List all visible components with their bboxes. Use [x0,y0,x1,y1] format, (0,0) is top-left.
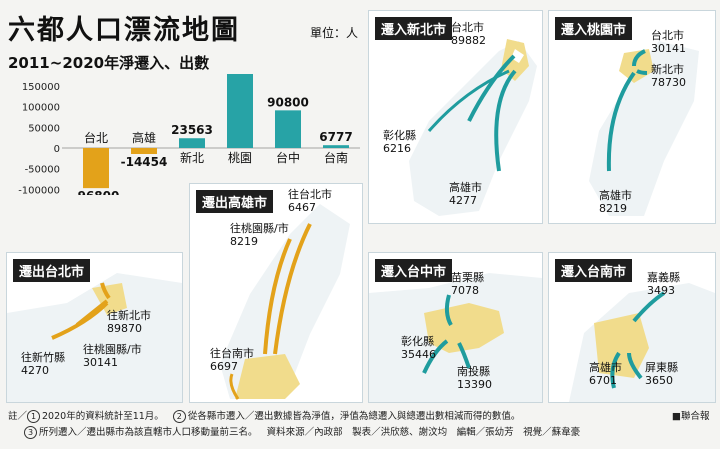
footer-note-line2: 3 所列遷入／遷出縣市為該直轄市人口移動量前三名。 資料來源／內政部 製表／洪欣慈… [24,424,580,439]
category-label: 高雄 [132,130,156,145]
page-title: 六都人口漂流地圖 [8,15,240,46]
kaohsiung-map [220,204,350,400]
panel-in-taichung: 遷入台中市 苗栗縣 7078 彰化縣 35446 南投縣 13390 [368,252,543,403]
category-label: 台北 [84,130,108,145]
panel-title: 遷入新北市 [375,17,453,40]
panel-out-kaohsiung: 遷出高雄市 往台北市 6467 往桃園縣/市 8219 往台南市 6697 [189,183,363,403]
region-shape [7,273,182,402]
destination-label: 往新北市 89870 [107,309,151,335]
taipei-map [7,273,182,402]
unit-label: 單位：人 [310,26,359,40]
bar [323,145,349,148]
bar [131,148,157,154]
arrow-to-taoyuan [263,238,292,355]
arrow-to-newtaipei [100,282,111,300]
destination-label: 往新竹縣 4270 [21,351,65,377]
value-label: -96800 [73,189,120,195]
destination-label: 往桃園縣/市 8219 [230,222,289,248]
panel-title: 遷入桃園市 [555,17,633,40]
arrow-from-chiayi [632,291,666,323]
arrow-from-kaohsiung [606,71,636,172]
taiwan-island-shape [589,41,699,216]
tainan-map [569,283,715,402]
arrow-from-miaoli [444,294,453,327]
panel-title: 遷出台北市 [13,259,91,282]
arrow-to-taipei [273,223,312,355]
taichung-highlight [424,303,504,353]
arrow-from-changhua [422,339,449,374]
destination-label: 往台北市 6467 [288,188,332,214]
value-label: 6777 [319,130,352,144]
source-label: 嘉義縣 3493 [647,271,680,297]
value-label: 178460 [215,70,265,73]
category-label: 台南 [324,150,348,165]
arrow-to-tainan [229,373,240,400]
source-label: 高雄市 8219 [599,189,632,215]
panel-title: 遷出高雄市 [196,190,274,213]
bar [275,110,301,148]
arrow-from-changhua [427,69,510,132]
source-label: 新北市 78730 [651,63,686,89]
y-tick-label: 0 [54,144,60,155]
panel-title: 遷入台中市 [375,259,453,282]
y-tick-label: 100000 [22,103,60,114]
source-label: 台北市 30141 [651,29,686,55]
taichung-map [369,273,542,402]
tainan-highlight [594,313,649,378]
source-label: 彰化縣 35446 [401,335,436,361]
arrow-from-newtaipei [636,69,648,75]
taipei-inset-shape [511,49,524,63]
source-label: 南投縣 13390 [457,365,492,391]
arrow-from-taipei [467,54,516,122]
category-label: 新北 [180,150,204,165]
arrow-from-kaohsiung [610,351,621,389]
arrow-to-taoyuan [75,299,109,327]
category-label: 桃園 [228,150,252,165]
panel-out-taipei: 遷出台北市 往新北市 89870 往桃園縣/市 30141 往新竹縣 4270 [6,252,183,403]
source-label: 台北市 89882 [451,21,486,47]
destination-label: 往桃園縣/市 30141 [83,343,142,369]
y-tick-label: 50000 [28,123,60,134]
panel-in-newtaipei: 遷入新北市 台北市 89882 彰化縣 6216 高雄市 4277 [368,10,543,224]
panel-in-tainan: 遷入台南市 嘉義縣 3493 高雄市 6701 屏東縣 3650 [548,252,716,403]
value-label: 90800 [267,95,309,109]
footer-note-line1: 註／ 1 2020年的資料統計至11月。 2 從各縣市遷入／遷出數據皆為淨值，淨值為總… [8,410,521,423]
y-tick-label: -100000 [18,185,60,195]
newtaipei-map [409,39,537,216]
source-label: 高雄市 6701 [589,361,622,387]
y-tick-label: -50000 [25,165,60,176]
arrow-from-pingtung [627,352,643,380]
kaohsiung-highlight [235,354,300,399]
source-label: 彰化縣 6216 [383,129,416,155]
value-label: 23563 [171,123,213,137]
source-label: 屏東縣 3650 [645,361,678,387]
chart-title: 2011~2020年淨遷入、出數 [8,54,210,72]
source-label: 苗栗縣 7078 [451,271,484,297]
panel-title: 遷入台南市 [555,259,633,282]
y-tick-label: 150000 [22,82,60,93]
panel-in-taoyuan: 遷入桃園市 台北市 30141 新北市 78730 高雄市 8219 [548,10,716,224]
taoyuan-map [589,41,699,216]
arrow-from-kaohsiung [494,69,517,172]
arrow-from-taipei [632,49,646,67]
category-label: 台中 [276,150,300,165]
source-logo: ■聯合報 [672,411,710,422]
net-migration-bar-chart: 150000 100000 50000 0 -50000 -100000 台北 -96800 高… [18,70,360,195]
bar [83,148,109,189]
source-label: 高雄市 4277 [449,181,482,207]
taipei-highlight [92,283,127,315]
bar [179,138,205,148]
arrow-from-nantou [457,342,471,369]
bar [227,74,253,148]
destination-label: 往台南市 6697 [210,347,254,373]
value-label: -14454 [121,155,168,169]
